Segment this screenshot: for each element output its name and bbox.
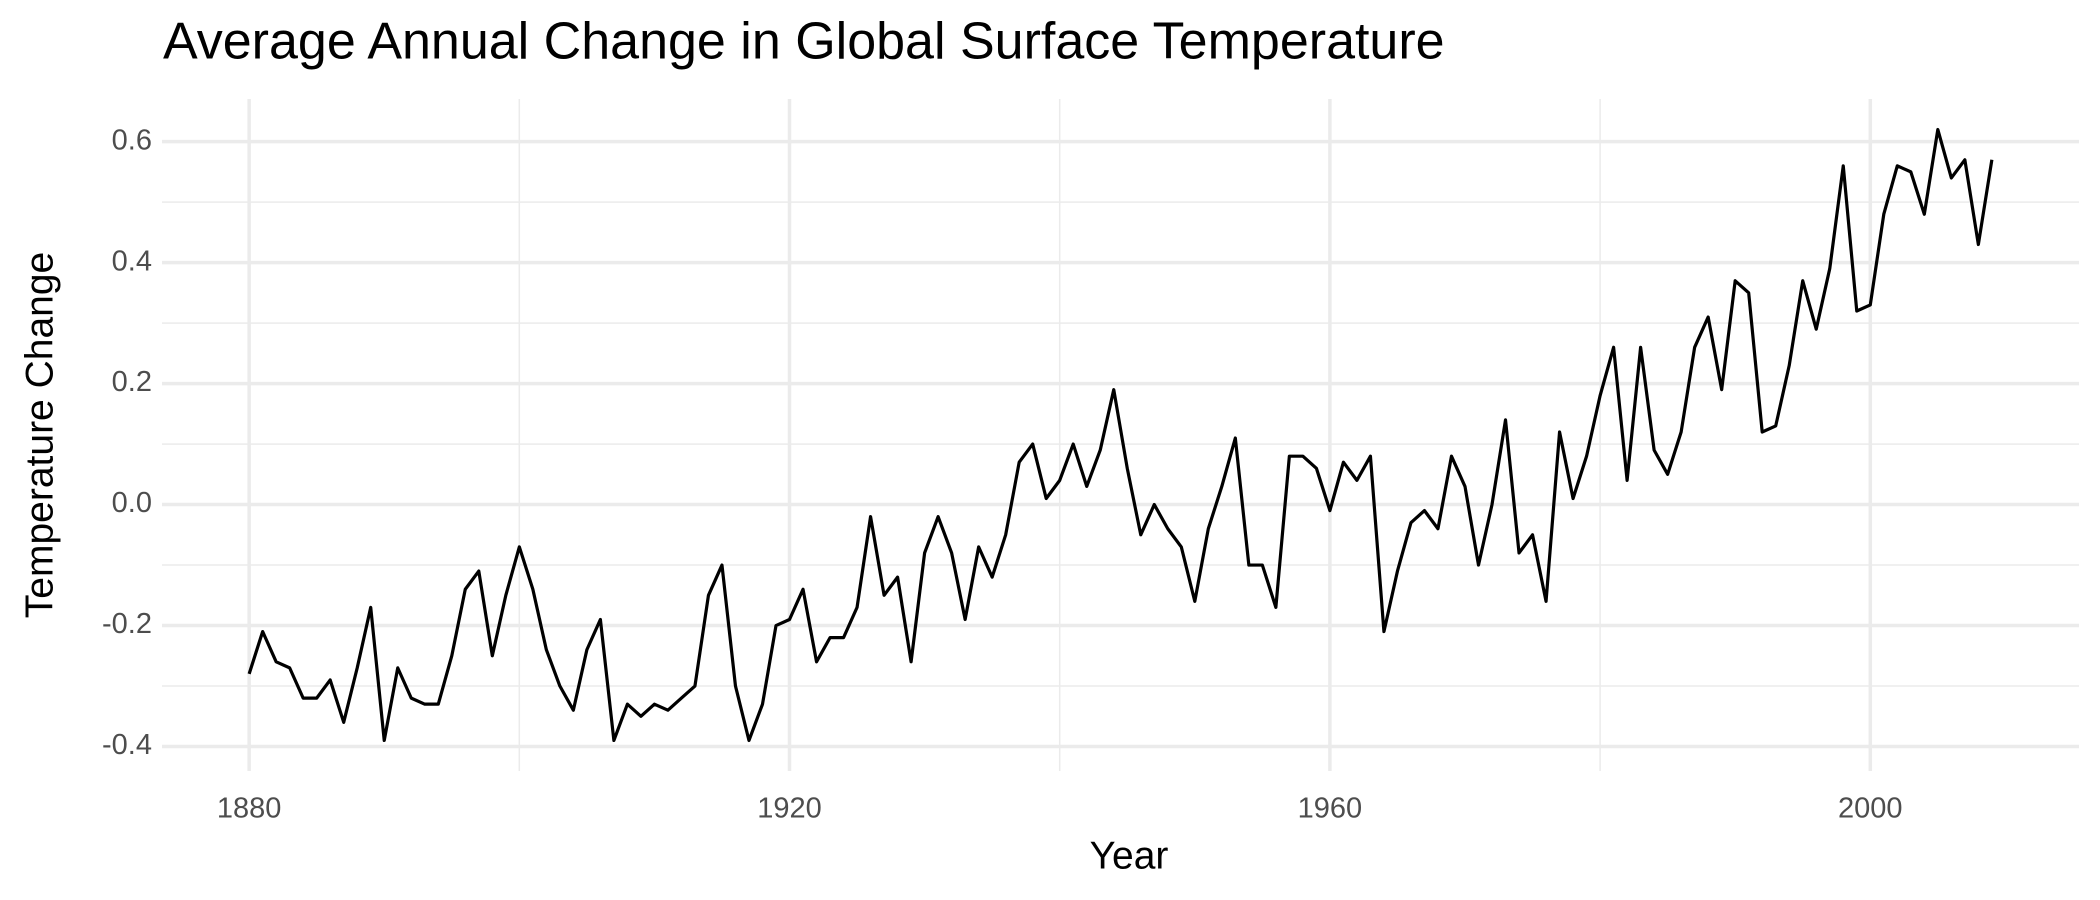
x-tick-label: 1960 — [1298, 793, 1363, 825]
x-tick-label: 1880 — [217, 793, 282, 825]
y-tick-label: -0.2 — [102, 608, 152, 640]
y-tick-label: -0.4 — [102, 729, 152, 761]
chart-title: Average Annual Change in Global Surface … — [163, 13, 1445, 71]
x-tick-label: 1920 — [757, 793, 822, 825]
x-axis-title: Year — [1090, 834, 1169, 877]
y-tick-label: 0.6 — [112, 124, 152, 156]
x-tick-label: 2000 — [1838, 793, 1903, 825]
data-line — [247, 127, 1994, 743]
y-tick-label: 0.4 — [112, 245, 152, 277]
y-tick-label: 0.2 — [112, 366, 152, 398]
y-axis-title: Temperature Change — [18, 252, 61, 618]
y-tick-label: 0.0 — [112, 487, 152, 519]
